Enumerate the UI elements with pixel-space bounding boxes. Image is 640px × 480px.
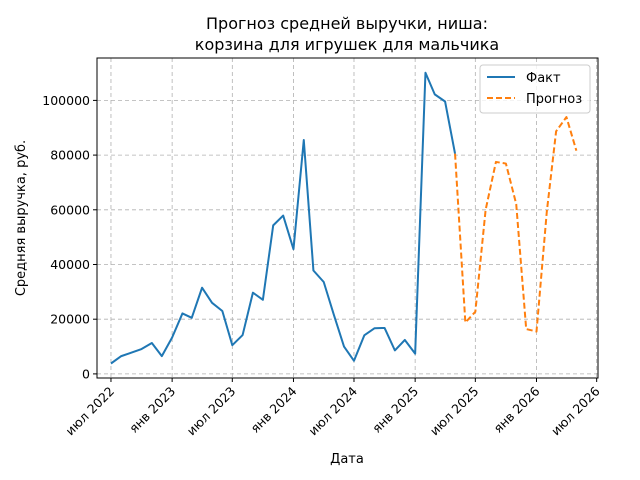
y-tick-label: 80000 (50, 148, 90, 163)
x-axis: июл 2022 янв 2023 июл 2023 янв 2024 июл 2024… (62, 378, 603, 439)
grid-lines (97, 58, 598, 378)
chart-title-line-1: Прогноз средней выручки, ниша: (206, 14, 488, 33)
series-line-fact (110, 71, 457, 365)
plot-frame (96, 57, 599, 379)
legend-fact-label: Факт (526, 71, 561, 86)
x-tick-label: янв 2023 (126, 384, 178, 436)
x-axis-label: Дата (330, 452, 364, 467)
series-line-forecast (454, 116, 578, 333)
legend-forecast-label: Прогноз (526, 92, 582, 107)
x-tick-label: янв 2025 (369, 384, 421, 436)
y-axis: 0 20000 40000 60000 80000 100000 (42, 93, 97, 381)
y-tick-label: 100000 (42, 93, 90, 108)
y-axis-label: Средняя выручка, руб. (14, 140, 29, 296)
x-tick-label: июл 2026 (548, 383, 603, 438)
y-tick-label: 20000 (50, 312, 90, 327)
x-tick-label: июл 2024 (305, 383, 360, 438)
y-tick-label: 0 (82, 366, 90, 381)
x-tick-label: июл 2023 (184, 384, 239, 439)
chart-title-line-2: корзина для игрушек для мальчика (195, 35, 499, 54)
series-layer (110, 71, 578, 365)
y-tick-label: 60000 (50, 202, 90, 217)
x-tick-label: июл 2025 (427, 384, 482, 439)
x-tick-label: июл 2022 (62, 384, 117, 439)
y-tick-label: 40000 (50, 257, 90, 272)
legend: Факт Прогноз (479, 64, 591, 114)
x-tick-label: янв 2026 (490, 383, 542, 435)
x-tick-label: янв 2024 (247, 383, 299, 435)
